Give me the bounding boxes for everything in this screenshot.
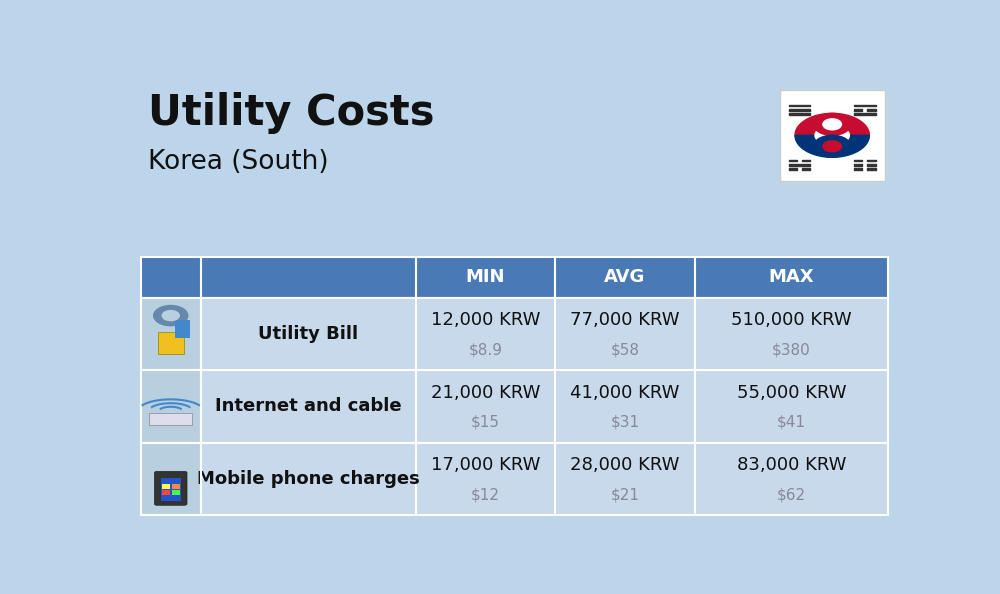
Text: Utility Bill: Utility Bill bbox=[258, 325, 358, 343]
Circle shape bbox=[823, 119, 841, 130]
Text: Korea (South): Korea (South) bbox=[148, 149, 329, 175]
Text: 55,000 KRW: 55,000 KRW bbox=[737, 384, 846, 402]
Circle shape bbox=[154, 305, 188, 326]
Circle shape bbox=[823, 141, 841, 152]
Text: MAX: MAX bbox=[769, 268, 814, 286]
Circle shape bbox=[162, 311, 179, 321]
FancyBboxPatch shape bbox=[140, 443, 201, 515]
Text: 510,000 KRW: 510,000 KRW bbox=[731, 311, 852, 329]
FancyBboxPatch shape bbox=[154, 472, 187, 505]
Text: AVG: AVG bbox=[604, 268, 646, 286]
Text: Internet and cable: Internet and cable bbox=[215, 397, 402, 415]
Text: Utility Costs: Utility Costs bbox=[148, 92, 435, 134]
Text: Mobile phone charges: Mobile phone charges bbox=[197, 470, 420, 488]
Text: $15: $15 bbox=[471, 415, 500, 430]
Text: $21: $21 bbox=[610, 487, 639, 503]
Circle shape bbox=[814, 113, 851, 135]
FancyBboxPatch shape bbox=[172, 490, 180, 495]
Circle shape bbox=[814, 135, 851, 157]
Text: $31: $31 bbox=[610, 415, 639, 430]
FancyBboxPatch shape bbox=[201, 443, 888, 515]
Text: $12: $12 bbox=[471, 487, 500, 503]
FancyBboxPatch shape bbox=[175, 320, 190, 339]
Text: 17,000 KRW: 17,000 KRW bbox=[431, 456, 540, 474]
Text: 28,000 KRW: 28,000 KRW bbox=[570, 456, 680, 474]
Text: 12,000 KRW: 12,000 KRW bbox=[431, 311, 540, 329]
Text: $58: $58 bbox=[610, 342, 639, 358]
Text: 83,000 KRW: 83,000 KRW bbox=[737, 456, 846, 474]
FancyBboxPatch shape bbox=[201, 298, 888, 370]
Text: $41: $41 bbox=[777, 415, 806, 430]
FancyBboxPatch shape bbox=[140, 370, 201, 443]
FancyBboxPatch shape bbox=[162, 484, 170, 489]
FancyBboxPatch shape bbox=[161, 478, 181, 501]
FancyBboxPatch shape bbox=[162, 490, 170, 495]
FancyBboxPatch shape bbox=[149, 413, 192, 425]
FancyBboxPatch shape bbox=[172, 484, 180, 489]
FancyBboxPatch shape bbox=[140, 257, 888, 298]
Text: $380: $380 bbox=[772, 342, 811, 358]
FancyBboxPatch shape bbox=[140, 298, 201, 370]
Text: MIN: MIN bbox=[466, 268, 505, 286]
Polygon shape bbox=[795, 113, 869, 135]
FancyBboxPatch shape bbox=[158, 331, 184, 355]
Text: 41,000 KRW: 41,000 KRW bbox=[570, 384, 680, 402]
FancyBboxPatch shape bbox=[780, 90, 885, 181]
Text: $8.9: $8.9 bbox=[468, 342, 502, 358]
Text: $62: $62 bbox=[777, 487, 806, 503]
Text: 77,000 KRW: 77,000 KRW bbox=[570, 311, 680, 329]
FancyBboxPatch shape bbox=[201, 370, 888, 443]
Polygon shape bbox=[795, 135, 869, 157]
Text: 21,000 KRW: 21,000 KRW bbox=[431, 384, 540, 402]
